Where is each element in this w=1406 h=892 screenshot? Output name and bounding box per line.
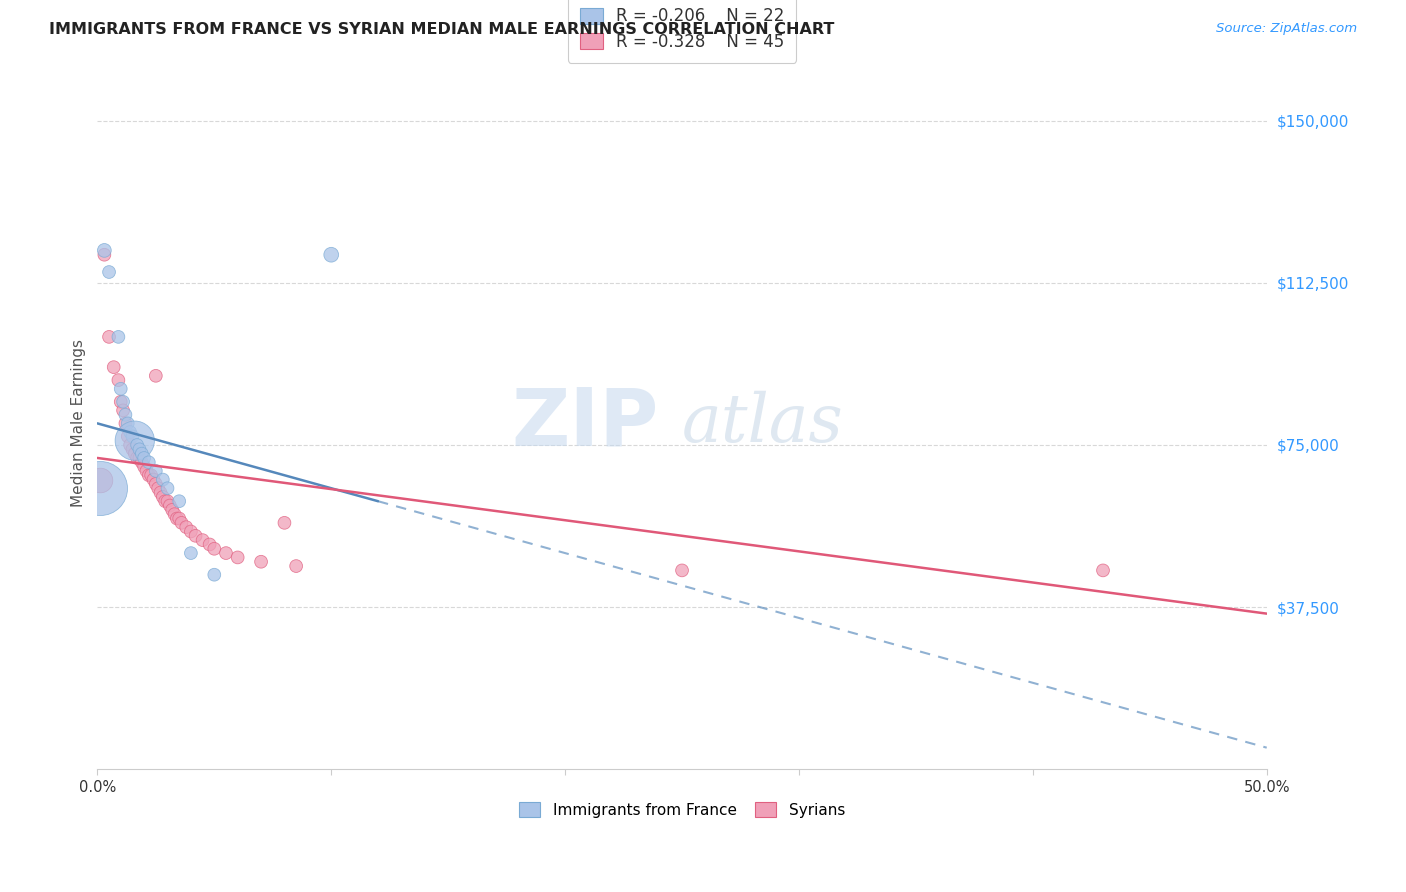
- Point: [114, 408, 136, 422]
- Point: [110, 382, 132, 396]
- Point: [146, 481, 169, 495]
- Point: [103, 360, 125, 375]
- Point: [131, 455, 153, 469]
- Point: [321, 248, 343, 262]
- Point: [124, 447, 146, 461]
- Point: [163, 507, 186, 521]
- Point: [117, 417, 139, 431]
- Point: [121, 429, 143, 443]
- Point: [107, 373, 129, 387]
- Point: [167, 494, 190, 508]
- Text: ZIP: ZIP: [512, 384, 658, 462]
- Point: [131, 447, 153, 461]
- Point: [671, 563, 693, 577]
- Point: [1092, 563, 1115, 577]
- Point: [160, 503, 183, 517]
- Text: IMMIGRANTS FROM FRANCE VS SYRIAN MEDIAN MALE EARNINGS CORRELATION CHART: IMMIGRANTS FROM FRANCE VS SYRIAN MEDIAN …: [49, 22, 835, 37]
- Point: [167, 511, 190, 525]
- Legend: Immigrants from France, Syrians: Immigrants from France, Syrians: [513, 797, 851, 824]
- Point: [134, 450, 156, 465]
- Point: [121, 442, 143, 457]
- Text: atlas: atlas: [682, 391, 844, 456]
- Point: [142, 473, 165, 487]
- Point: [93, 248, 115, 262]
- Point: [285, 559, 308, 574]
- Point: [127, 438, 149, 452]
- Point: [273, 516, 295, 530]
- Point: [145, 476, 167, 491]
- Point: [120, 425, 142, 439]
- Point: [124, 434, 146, 448]
- Point: [110, 394, 132, 409]
- Text: Source: ZipAtlas.com: Source: ZipAtlas.com: [1216, 22, 1357, 36]
- Point: [145, 464, 167, 478]
- Point: [138, 468, 160, 483]
- Point: [226, 550, 249, 565]
- Point: [166, 511, 188, 525]
- Point: [153, 494, 176, 508]
- Point: [170, 516, 193, 530]
- Point: [138, 455, 160, 469]
- Point: [117, 429, 139, 443]
- Point: [98, 330, 121, 344]
- Point: [198, 537, 221, 551]
- Point: [174, 520, 197, 534]
- Point: [202, 541, 225, 556]
- Point: [107, 330, 129, 344]
- Point: [159, 499, 181, 513]
- Point: [89, 473, 111, 487]
- Point: [139, 468, 162, 483]
- Point: [89, 481, 111, 495]
- Point: [191, 533, 214, 548]
- Point: [180, 546, 202, 560]
- Y-axis label: Median Male Earnings: Median Male Earnings: [72, 339, 86, 508]
- Point: [134, 459, 156, 474]
- Point: [128, 442, 150, 457]
- Point: [202, 567, 225, 582]
- Point: [152, 490, 174, 504]
- Point: [127, 450, 149, 465]
- Point: [93, 244, 115, 258]
- Point: [250, 555, 273, 569]
- Point: [98, 265, 121, 279]
- Point: [145, 368, 167, 383]
- Point: [156, 494, 179, 508]
- Point: [215, 546, 238, 560]
- Point: [128, 450, 150, 465]
- Point: [114, 417, 136, 431]
- Point: [149, 485, 172, 500]
- Point: [135, 464, 157, 478]
- Point: [152, 473, 174, 487]
- Point: [180, 524, 202, 539]
- Point: [112, 403, 135, 417]
- Point: [112, 394, 135, 409]
- Point: [120, 438, 142, 452]
- Point: [184, 529, 207, 543]
- Point: [156, 481, 179, 495]
